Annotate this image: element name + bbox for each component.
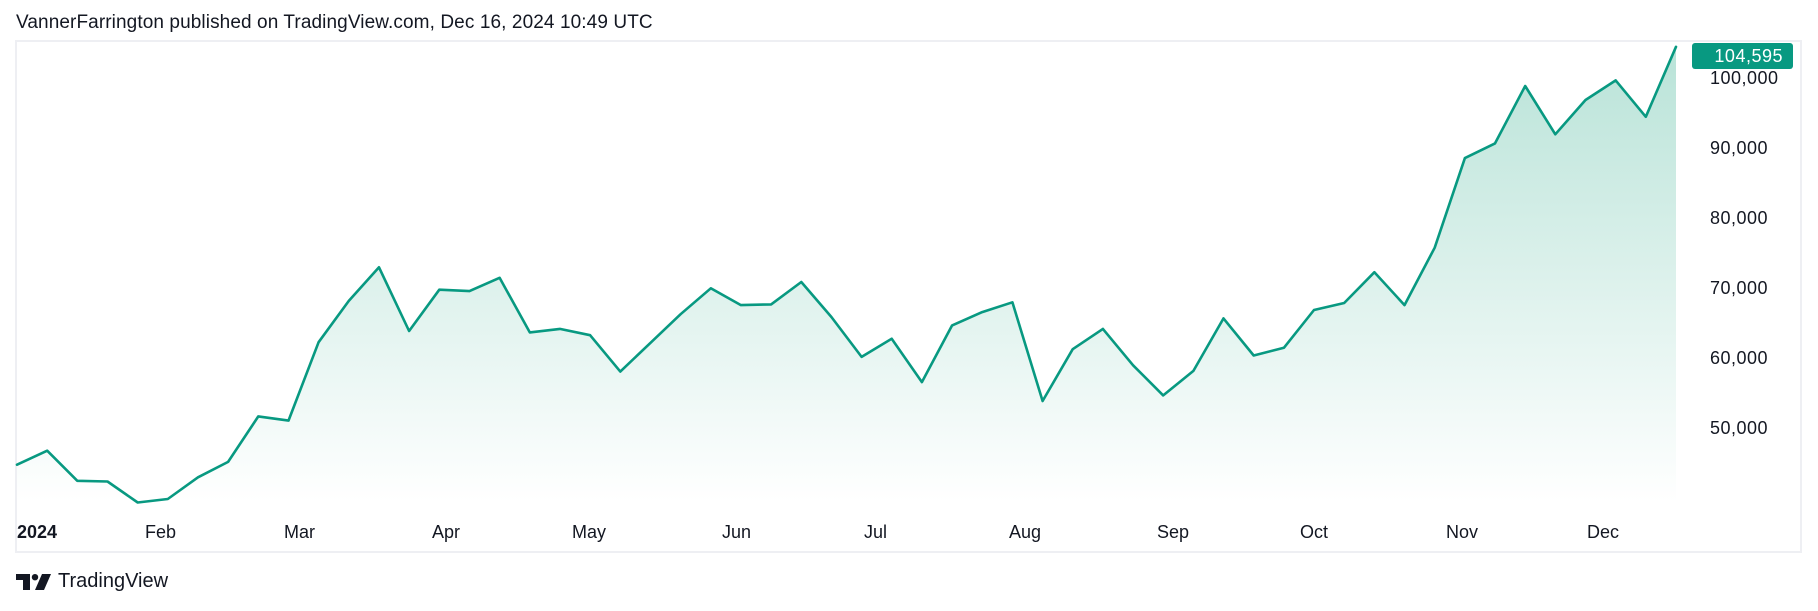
y-axis-label: 50,000 [1710, 418, 1769, 438]
x-axis-label: Oct [1300, 522, 1329, 542]
x-axis-label: Sep [1157, 522, 1190, 542]
tradingview-logo-icon [16, 573, 51, 590]
x-axis-label: Mar [284, 522, 315, 542]
y-axis-label: 90,000 [1710, 138, 1769, 158]
price-line [15, 45, 1678, 504]
y-axis-label: 100,000 [1710, 68, 1779, 88]
y-axis-label: 60,000 [1710, 348, 1769, 368]
x-axis-label: Feb [145, 522, 177, 542]
tradingview-brand[interactable]: TradingView [16, 570, 168, 593]
x-axis-label: Dec [1587, 522, 1620, 542]
x-axis-label: Apr [432, 522, 461, 542]
x-axis-label-year: 2024 [17, 522, 58, 542]
y-axis-label: 80,000 [1710, 208, 1769, 228]
x-axis-label: Nov [1446, 522, 1479, 542]
x-axis-label: May [572, 522, 607, 542]
price-area-fill [17, 46, 1676, 503]
y-axis-label: 70,000 [1710, 278, 1769, 298]
brand-name: TradingView [58, 570, 169, 592]
x-axis-label: Jun [722, 522, 752, 542]
publish-attribution: VannerFarrington published on TradingVie… [16, 12, 653, 33]
x-axis-label: Aug [1009, 522, 1042, 542]
last-price-badge: 104,595 [1692, 43, 1793, 69]
x-axis-label: Jul [864, 522, 888, 542]
